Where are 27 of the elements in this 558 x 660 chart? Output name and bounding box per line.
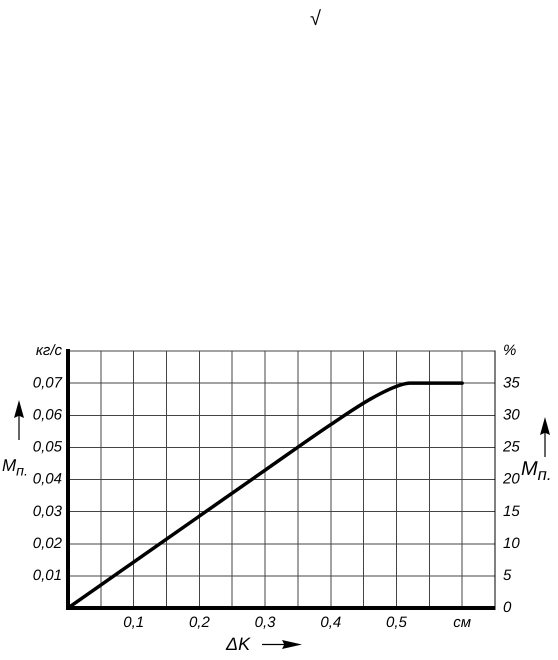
x-axis-title: ΔK xyxy=(226,634,250,655)
y-tick-label: кг/с xyxy=(36,342,62,360)
y-tick-label: 0,03 xyxy=(32,502,63,520)
x-tick-label: 0,3 xyxy=(254,614,276,632)
y2-tick-label: % xyxy=(503,342,516,360)
y2-tick-label: 35 xyxy=(503,374,520,392)
x-tick-label: 0,1 xyxy=(123,614,144,632)
y-tick-label: 0,05 xyxy=(32,438,63,456)
text: √ xyxy=(310,8,321,31)
y-tick-label: 0,04 xyxy=(32,470,62,488)
x-tick-label: 0,2 xyxy=(188,614,210,632)
x-tick-label: см xyxy=(453,614,472,632)
y2-tick-label: 15 xyxy=(503,502,520,520)
y-tick-label: 0,07 xyxy=(32,374,63,392)
y-tick-label: 0,06 xyxy=(32,406,63,424)
x-tick-label: 0,4 xyxy=(320,614,342,632)
y2-tick-label: 5 xyxy=(503,567,512,584)
y2-tick-label: 30 xyxy=(503,406,520,424)
y2-tick-label: 25 xyxy=(502,438,520,456)
x-tick-label: 0,5 xyxy=(386,614,408,632)
y2-tick-label: 0 xyxy=(503,599,512,616)
y2-axis-title: M$_{п.}$ xyxy=(521,458,552,485)
y-axis-title: M$_{п.}$ xyxy=(2,456,28,480)
y2-tick-label: 10 xyxy=(503,534,520,552)
y-tick-label: 0,01 xyxy=(32,567,62,584)
y2-tick-label: 20 xyxy=(502,470,520,488)
y-tick-label: 0,02 xyxy=(32,534,63,552)
